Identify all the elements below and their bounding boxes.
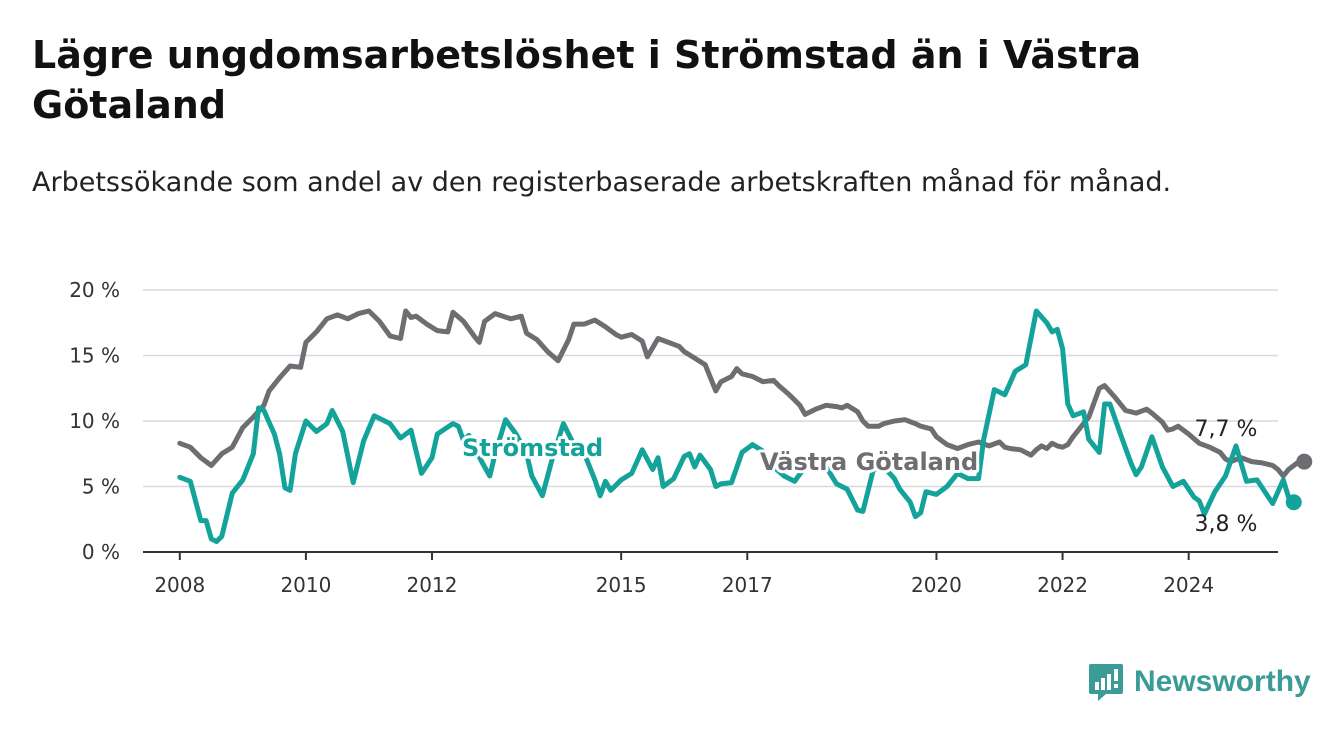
y-tick-label: 15 % [69, 344, 120, 368]
series-lines [177, 308, 1313, 544]
x-tick-label: 2024 [1163, 573, 1214, 597]
brand-name: Newsworthy [1134, 665, 1311, 698]
grid-lines [143, 289, 1278, 488]
series-line-vastra-gotaland [177, 308, 1307, 479]
newsworthy-icon [1088, 662, 1124, 702]
y-tick-label: 10 % [69, 409, 120, 433]
brand-logo: Newsworthy [1088, 660, 1311, 704]
x-tick-label: 2008 [154, 573, 205, 597]
y-tick-label: 20 % [69, 278, 120, 302]
x-axis: 2008 2010 2012 2015 2017 2020 2022 2024 [143, 551, 1278, 597]
x-tick-label: 2010 [280, 573, 331, 597]
series-labels: Strömstad Västra Götaland 7,7 % 3,8 % [459, 417, 1258, 537]
x-tick-label: 2012 [407, 573, 458, 597]
end-label-stromstad: 3,8 % [1195, 512, 1258, 537]
series-end-point-stromstad [1285, 494, 1302, 511]
series-line-stromstad [177, 308, 1297, 544]
x-tick-label: 2020 [911, 573, 962, 597]
chart-title: Lägre ungdomsarbetslöshet i Strömstad än… [32, 33, 1142, 127]
series-label-vastra-gotaland: Västra Götaland [760, 448, 978, 476]
series-end-point-vastra-gotaland [1296, 453, 1313, 470]
series-label-stromstad: Strömstad [462, 434, 603, 462]
x-tick-label: 2017 [722, 573, 773, 597]
end-label-vastra-gotaland: 7,7 % [1195, 417, 1258, 442]
x-tick-label: 2015 [596, 573, 647, 597]
y-tick-label: 5 % [82, 475, 120, 499]
y-tick-label: 0 % [82, 540, 120, 564]
chart-subtitle: Arbetssökande som andel av den registerb… [32, 167, 1172, 198]
y-axis-labels: 0 % 5 % 10 % 15 % 20 % [69, 278, 120, 564]
x-tick-label: 2022 [1037, 573, 1088, 597]
